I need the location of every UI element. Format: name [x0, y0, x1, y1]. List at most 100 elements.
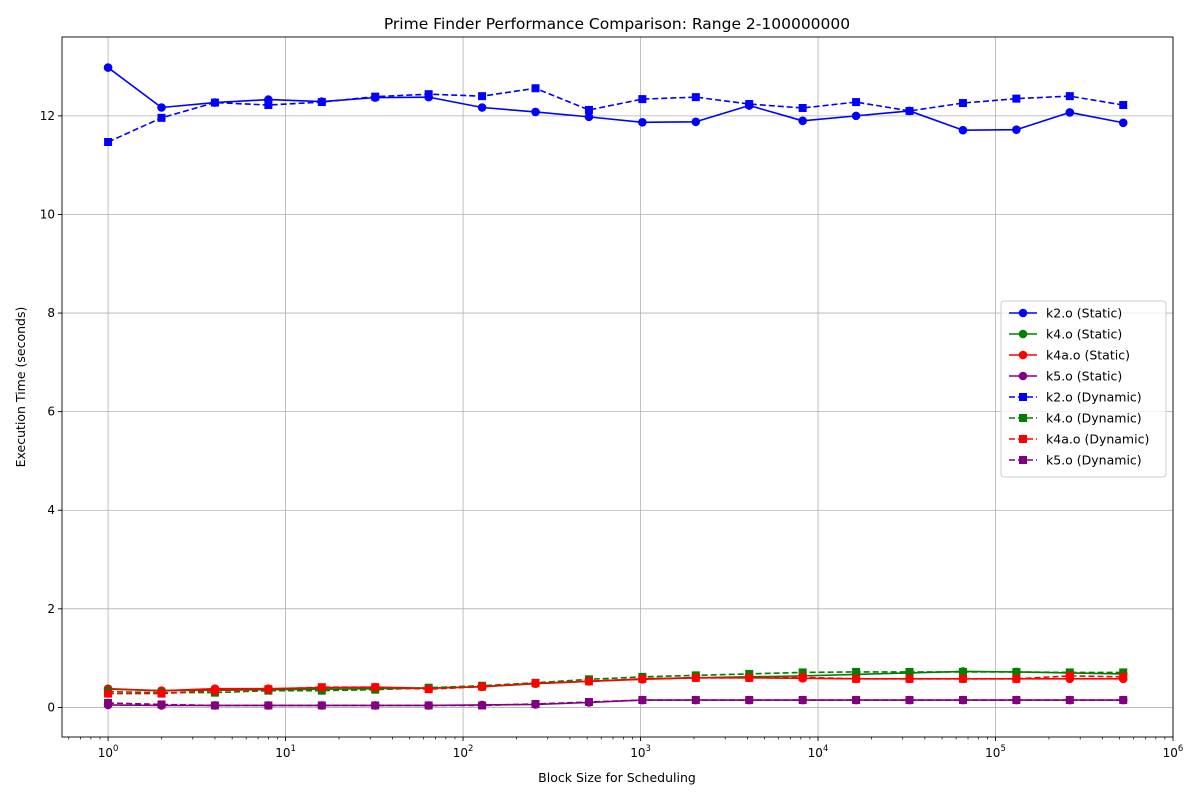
- data-point-circle: [851, 111, 861, 121]
- data-point-circle: [157, 103, 166, 112]
- data-point-square: [317, 98, 326, 107]
- data-point-square: [958, 674, 967, 683]
- y-tick-label: 12: [40, 109, 55, 123]
- legend-box: [1000, 300, 1167, 478]
- x-tick-label-base: 10: [630, 746, 645, 760]
- data-point-square: [691, 93, 700, 102]
- data-point-square: [584, 698, 593, 706]
- data-point-circle: [1065, 108, 1075, 117]
- data-point-square: [584, 105, 593, 114]
- series-group: [103, 63, 1128, 710]
- series-line-5: [108, 671, 1124, 694]
- data-point-square: [371, 683, 380, 692]
- x-tick-label-exponent: 6: [1178, 744, 1183, 754]
- data-point-square: [1012, 674, 1021, 683]
- data-point-square: [1119, 101, 1128, 110]
- series-line-0: [107, 66, 1124, 131]
- data-point-square: [638, 696, 647, 705]
- data-point-square: [371, 701, 380, 710]
- data-point-square: [531, 84, 540, 93]
- y-tick-label: 10: [40, 207, 55, 221]
- legend-marker-circle: [1018, 329, 1028, 339]
- data-point-square: [157, 700, 166, 709]
- data-point-circle: [1012, 125, 1021, 134]
- y-tick-label: 0: [47, 700, 55, 714]
- legend-label: k4a.o (Dynamic): [1046, 432, 1149, 447]
- x-tick-label-exponent: 0: [113, 744, 118, 754]
- data-point-square: [531, 679, 540, 688]
- data-point-square: [478, 701, 487, 710]
- legend-marker-circle: [1018, 308, 1028, 318]
- x-axis-label: Block Size for Scheduling: [538, 770, 696, 785]
- x-tick-label-base: 10: [275, 746, 290, 760]
- data-point-square: [424, 685, 433, 694]
- data-point-square: [745, 696, 754, 705]
- axes-frame: [61, 36, 1174, 738]
- data-point-square: [852, 98, 861, 107]
- data-point-square: [478, 92, 487, 101]
- x-tick-label-exponent: 5: [1000, 744, 1005, 754]
- data-point-square: [584, 677, 593, 686]
- x-tick-label-exponent: 1: [290, 744, 295, 754]
- x-tick-label-base: 10: [1163, 746, 1178, 760]
- legend-marker-square: [1019, 393, 1027, 401]
- data-point-square: [798, 103, 807, 112]
- legend-marker-circle: [1018, 371, 1028, 381]
- legend-label: k4.o (Static): [1046, 327, 1122, 342]
- data-point-circle: [958, 125, 968, 135]
- x-tick-label: 102: [453, 744, 474, 760]
- data-point-square: [691, 696, 700, 705]
- data-point-square: [317, 701, 326, 710]
- data-point-circle: [531, 107, 540, 117]
- legend-label: k5.o (Dynamic): [1046, 453, 1142, 468]
- legend: k2.o (Static) k4.o (Static) k4a.o (Static)…: [1000, 300, 1167, 478]
- data-point-circle: [477, 103, 487, 112]
- data-point-square: [745, 100, 754, 109]
- x-tick-label: 106: [1163, 744, 1184, 760]
- data-point-square: [958, 696, 967, 705]
- data-point-square: [958, 99, 967, 108]
- data-point-square: [264, 101, 273, 110]
- legend-marker-square: [1019, 414, 1027, 422]
- data-point-square: [638, 674, 647, 683]
- legend-label: k2.o (Dynamic): [1046, 390, 1142, 405]
- data-point-square: [798, 696, 807, 705]
- data-point-circle: [798, 116, 807, 126]
- data-point-square: [638, 95, 647, 104]
- x-tick-label-base: 10: [985, 746, 1000, 760]
- x-tick-label-exponent: 4: [823, 744, 828, 754]
- data-point-square: [424, 90, 433, 99]
- data-point-circle: [584, 112, 594, 122]
- data-point-square: [852, 667, 861, 676]
- data-point-square: [1012, 696, 1021, 705]
- data-point-square: [905, 106, 914, 115]
- data-point-square: [1012, 667, 1021, 676]
- legend-marker-square: [1019, 456, 1027, 464]
- x-tick-label-exponent: 2: [468, 744, 473, 754]
- data-point-square: [905, 674, 914, 683]
- data-point-square: [210, 701, 219, 710]
- data-point-square: [798, 668, 807, 677]
- data-point-circle: [103, 63, 113, 72]
- data-point-square: [1012, 94, 1021, 103]
- data-point-square: [104, 138, 113, 146]
- y-tick-label: 6: [47, 405, 55, 419]
- x-tick-label: 103: [630, 744, 651, 760]
- x-tick-label-exponent: 3: [645, 744, 650, 754]
- x-tick-label: 105: [985, 744, 1006, 760]
- data-point-circle: [1118, 118, 1128, 128]
- data-point-square: [210, 686, 219, 695]
- data-point-square: [745, 673, 754, 682]
- legend-marker-square: [1019, 435, 1027, 443]
- legend-label: k2.o (Static): [1046, 306, 1122, 321]
- series-line-6: [108, 675, 1124, 695]
- x-tick-label-base: 10: [808, 746, 823, 760]
- y-axis-label: Execution Time (seconds): [13, 307, 28, 468]
- x-tick-label-base: 10: [453, 746, 468, 760]
- data-point-circle: [638, 117, 647, 127]
- data-point-square: [424, 701, 433, 710]
